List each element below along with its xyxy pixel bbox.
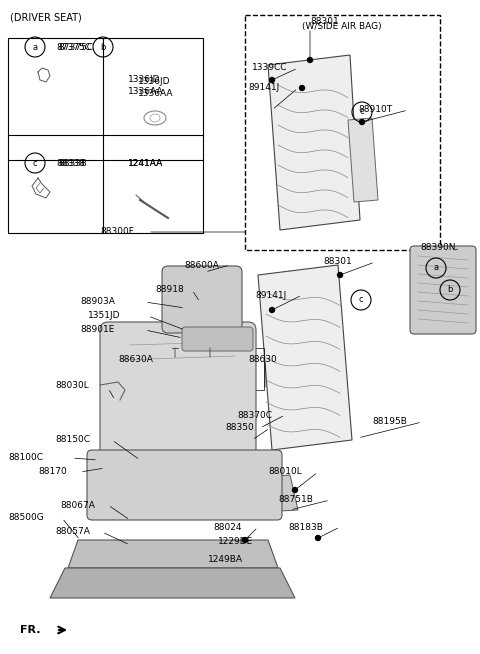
Text: 88600A: 88600A — [184, 260, 219, 269]
Text: 89141J: 89141J — [255, 290, 286, 300]
Text: 1336AA: 1336AA — [138, 90, 173, 99]
Circle shape — [242, 538, 248, 543]
FancyBboxPatch shape — [100, 322, 256, 518]
FancyBboxPatch shape — [87, 450, 282, 520]
Text: 88630: 88630 — [248, 356, 277, 364]
FancyBboxPatch shape — [410, 246, 476, 334]
Bar — [245, 15, 440, 250]
Polygon shape — [210, 475, 298, 515]
Text: 88030L: 88030L — [55, 381, 89, 390]
Text: c: c — [360, 107, 364, 116]
Text: b: b — [100, 43, 106, 52]
Polygon shape — [268, 55, 360, 230]
Text: 1241AA: 1241AA — [128, 158, 163, 167]
Text: 88901E: 88901E — [80, 326, 114, 334]
Text: FR.: FR. — [20, 625, 40, 635]
Circle shape — [269, 307, 275, 313]
Text: a: a — [33, 43, 37, 52]
Text: b: b — [447, 286, 453, 294]
Circle shape — [337, 273, 343, 277]
Text: 1241AA: 1241AA — [128, 158, 163, 167]
Text: (W/SIDE AIR BAG): (W/SIDE AIR BAG) — [302, 22, 382, 31]
Text: c: c — [359, 296, 363, 305]
Bar — [8, 38, 203, 233]
Text: 1229DE: 1229DE — [218, 536, 253, 545]
Text: 88390N: 88390N — [420, 243, 456, 252]
Text: 1336AA: 1336AA — [128, 88, 164, 97]
Text: 87375C: 87375C — [56, 43, 91, 52]
FancyBboxPatch shape — [162, 266, 242, 333]
Text: 1336JD: 1336JD — [138, 78, 170, 86]
Text: 87375C: 87375C — [58, 43, 93, 52]
Text: 88751B: 88751B — [278, 496, 313, 504]
Text: 88024: 88024 — [213, 523, 241, 532]
Circle shape — [308, 58, 312, 63]
Text: 88057A: 88057A — [55, 528, 90, 536]
Text: 88195B: 88195B — [372, 417, 407, 426]
Text: 88350: 88350 — [225, 424, 254, 432]
Text: 88170: 88170 — [38, 468, 67, 477]
Text: 88301: 88301 — [323, 258, 352, 266]
Text: c: c — [33, 158, 37, 167]
Text: 88183B: 88183B — [288, 523, 323, 532]
Text: 88630A: 88630A — [118, 356, 153, 364]
Polygon shape — [258, 265, 352, 450]
Circle shape — [292, 487, 298, 492]
Text: 88150C: 88150C — [55, 436, 90, 445]
Text: 89141J: 89141J — [248, 84, 279, 92]
Polygon shape — [50, 568, 295, 598]
Circle shape — [360, 120, 364, 124]
Text: 88067A: 88067A — [60, 500, 95, 509]
Text: (DRIVER SEAT): (DRIVER SEAT) — [10, 13, 82, 23]
Circle shape — [315, 536, 321, 540]
Text: 88301: 88301 — [310, 18, 339, 27]
Circle shape — [269, 78, 275, 82]
Circle shape — [300, 86, 304, 90]
Text: 88903A: 88903A — [80, 298, 115, 307]
Text: 88338: 88338 — [56, 158, 85, 167]
Polygon shape — [348, 118, 378, 202]
Text: 88338: 88338 — [58, 158, 87, 167]
Bar — [116, 348, 264, 390]
FancyBboxPatch shape — [182, 327, 253, 351]
Text: 88010L: 88010L — [268, 468, 302, 477]
Text: 88910T: 88910T — [358, 105, 392, 114]
Text: 88370C: 88370C — [237, 411, 272, 419]
Text: 1249BA: 1249BA — [208, 555, 243, 564]
Text: 88100C: 88100C — [8, 453, 43, 462]
Text: 1339CC: 1339CC — [252, 63, 288, 73]
Text: 88918: 88918 — [155, 286, 184, 294]
Text: 88300F: 88300F — [100, 228, 134, 237]
Text: 88500G: 88500G — [8, 513, 44, 523]
Polygon shape — [68, 540, 278, 568]
Text: 1336JD: 1336JD — [128, 75, 160, 84]
Text: a: a — [433, 264, 439, 273]
Text: 1351JD: 1351JD — [88, 311, 120, 320]
